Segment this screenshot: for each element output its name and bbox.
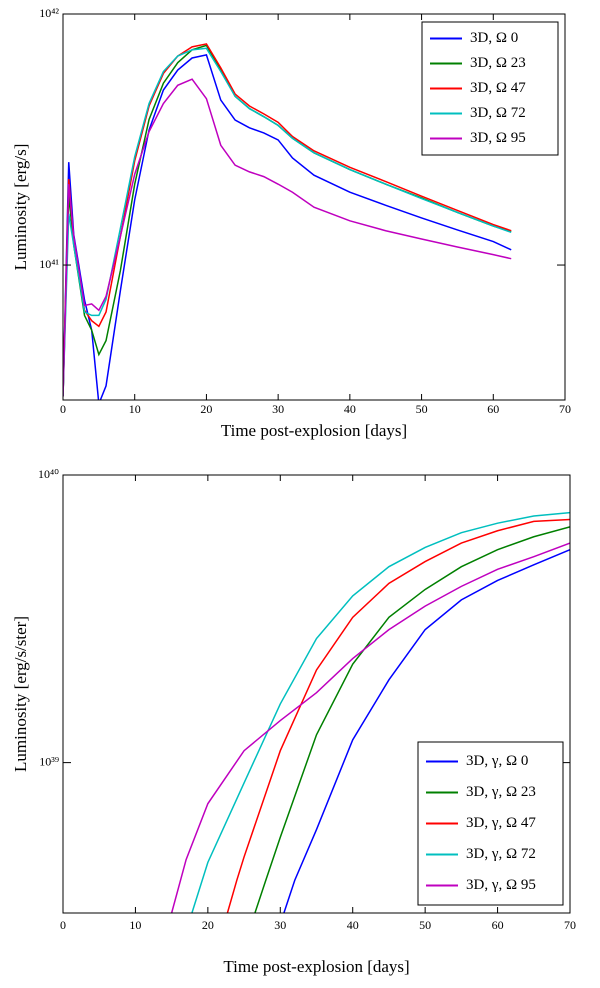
y-tick-label: 10⁴²	[39, 6, 59, 20]
series-line	[63, 43, 512, 397]
series-line	[226, 518, 570, 913]
legend-label: 3D, Ω 23	[470, 55, 526, 71]
y-tick-label: 10⁴⁰	[38, 467, 59, 481]
series-line	[191, 511, 570, 913]
series-line	[63, 78, 512, 397]
chart: 0 10 20 30 40 50 60 70 10⁴¹ 10⁴² Time post-explosi…	[11, 6, 571, 440]
series-line	[283, 548, 570, 913]
x-tick-label: 20	[200, 402, 212, 416]
axes-frame	[62, 474, 571, 914]
x-tick-label: 0	[60, 402, 66, 416]
x-tick-label: 30	[272, 402, 284, 416]
x-axis-label: Time post-explosion [days]	[221, 421, 407, 440]
x-tick-label: 60	[487, 402, 499, 416]
y-tick-label: 10⁴¹	[39, 257, 59, 271]
series-line	[170, 542, 570, 913]
x-tick-label: 10	[129, 402, 141, 416]
chart: 0 10 20 30 40 50 60 70 10³⁹ 10⁴⁰ Time post-explosi…	[11, 467, 576, 976]
legend-label: 3D, Ω 95	[470, 130, 526, 146]
x-tick-label: 50	[416, 402, 428, 416]
legend-label: 3D, γ, Ω 47	[466, 815, 536, 831]
x-tick-label: 70	[559, 402, 571, 416]
legend-label: 3D, γ, Ω 23	[466, 784, 536, 800]
legend-label: 3D, γ, Ω 0	[466, 753, 528, 769]
y-tick-label: 10³⁹	[39, 754, 59, 768]
x-tick-label: 40	[344, 402, 356, 416]
series-line	[63, 54, 512, 400]
legend-label: 3D, γ, Ω 72	[466, 846, 536, 862]
legend-label: 3D, Ω 47	[470, 80, 526, 96]
legend-label: 3D, Ω 0	[470, 30, 518, 46]
x-tick-label: 30	[274, 918, 286, 932]
plot-area	[170, 511, 570, 913]
series-line	[254, 526, 570, 913]
x-axis-label: Time post-explosion [days]	[223, 957, 409, 976]
axes-frame	[62, 13, 566, 401]
x-tick-label: 70	[564, 918, 576, 932]
x-tick-label: 10	[129, 918, 141, 932]
x-tick-label: 40	[347, 918, 359, 932]
y-axis-label: Luminosity [erg/s/ster]	[11, 616, 30, 772]
legend-label: 3D, γ, Ω 95	[466, 877, 536, 893]
x-tick-label: 20	[202, 918, 214, 932]
legend-label: 3D, Ω 72	[470, 105, 526, 121]
plot-area	[63, 43, 512, 400]
y-axis-label: Luminosity [erg/s]	[11, 144, 30, 271]
x-tick-label: 0	[60, 918, 66, 932]
series-line	[63, 47, 512, 397]
x-tick-label: 50	[419, 918, 431, 932]
x-tick-label: 60	[492, 918, 504, 932]
